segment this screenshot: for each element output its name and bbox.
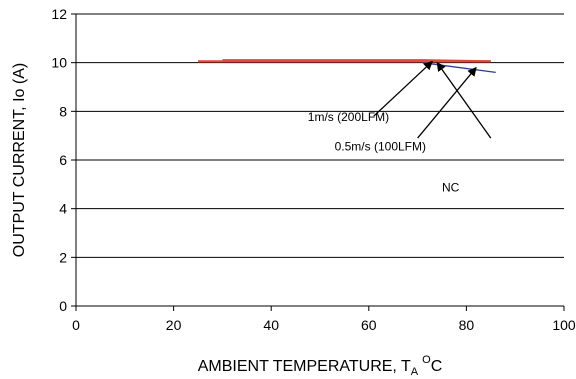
axes	[71, 13, 565, 311]
y-tick-label-6: 12	[51, 6, 67, 22]
annotation-arrow-2	[436, 61, 492, 139]
x-tick-label-4: 80	[459, 317, 475, 333]
annotation-label-2: NC	[442, 181, 460, 195]
annotation-label-1: 0.5m/s (100LFM)	[335, 139, 426, 153]
series-line-1	[222, 59, 491, 63]
annotations: 1m/s (200LFM) 0.5m/s (100LFM) NC	[308, 60, 492, 195]
y-tick-label-5: 10	[51, 55, 67, 71]
gridlines	[76, 13, 564, 258]
x-tick-label-1: 20	[166, 317, 182, 333]
annotation-arrow-0	[373, 60, 433, 117]
tick-labels: 0 2 4 6 8 10 12 0 20 40 60 80 100	[51, 6, 575, 333]
series-line-2	[422, 62, 496, 74]
x-tick-label-2: 40	[263, 317, 279, 333]
x-axis-title: AMBIENT TEMPERATURE, TAOC	[198, 354, 443, 378]
y-tick-label-2: 4	[59, 201, 67, 217]
y-tick-label-0: 0	[59, 298, 67, 314]
x-tick-label-0: 0	[72, 317, 80, 333]
y-axis-title: OUTPUT CURRENT, Io (A)	[11, 63, 28, 257]
y-tick-label-3: 6	[59, 152, 67, 168]
annotation-label-0: 1m/s (200LFM)	[308, 110, 389, 124]
series-group	[198, 59, 496, 74]
annotation-arrow-1	[417, 66, 477, 139]
y-tick-label-4: 8	[59, 103, 67, 119]
x-tick-label-5: 100	[552, 317, 576, 333]
x-tick-label-3: 60	[361, 317, 377, 333]
y-tick-label-1: 2	[59, 249, 67, 265]
